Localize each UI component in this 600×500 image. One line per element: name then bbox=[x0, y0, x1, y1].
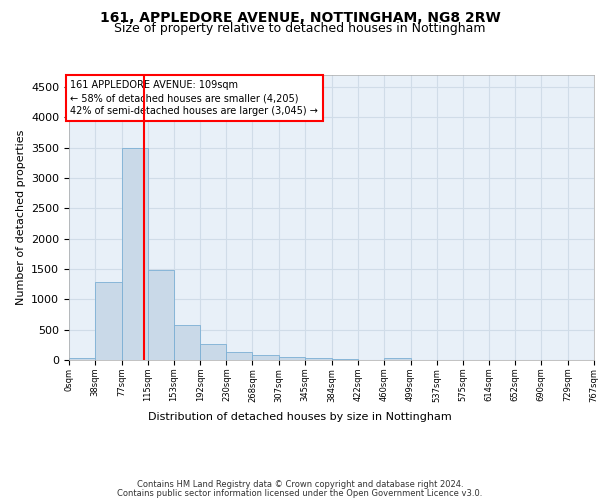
Bar bbox=[332, 359, 358, 360]
Text: Distribution of detached houses by size in Nottingham: Distribution of detached houses by size … bbox=[148, 412, 452, 422]
Text: Contains public sector information licensed under the Open Government Licence v3: Contains public sector information licen… bbox=[118, 489, 482, 498]
Bar bbox=[200, 344, 226, 360]
Bar bbox=[148, 270, 174, 360]
Bar bbox=[69, 358, 95, 360]
Text: Size of property relative to detached houses in Nottingham: Size of property relative to detached ho… bbox=[114, 22, 486, 35]
Text: Contains HM Land Registry data © Crown copyright and database right 2024.: Contains HM Land Registry data © Crown c… bbox=[137, 480, 463, 489]
Bar bbox=[253, 355, 279, 360]
Bar bbox=[279, 356, 305, 360]
Bar bbox=[95, 282, 122, 360]
Bar bbox=[122, 148, 148, 360]
Bar bbox=[174, 325, 200, 360]
Text: 161 APPLEDORE AVENUE: 109sqm
← 58% of detached houses are smaller (4,205)
42% of: 161 APPLEDORE AVENUE: 109sqm ← 58% of de… bbox=[70, 80, 318, 116]
Bar bbox=[384, 358, 410, 360]
Bar bbox=[226, 352, 253, 360]
Text: 161, APPLEDORE AVENUE, NOTTINGHAM, NG8 2RW: 161, APPLEDORE AVENUE, NOTTINGHAM, NG8 2… bbox=[100, 11, 500, 25]
Y-axis label: Number of detached properties: Number of detached properties bbox=[16, 130, 26, 305]
Bar bbox=[305, 358, 332, 360]
